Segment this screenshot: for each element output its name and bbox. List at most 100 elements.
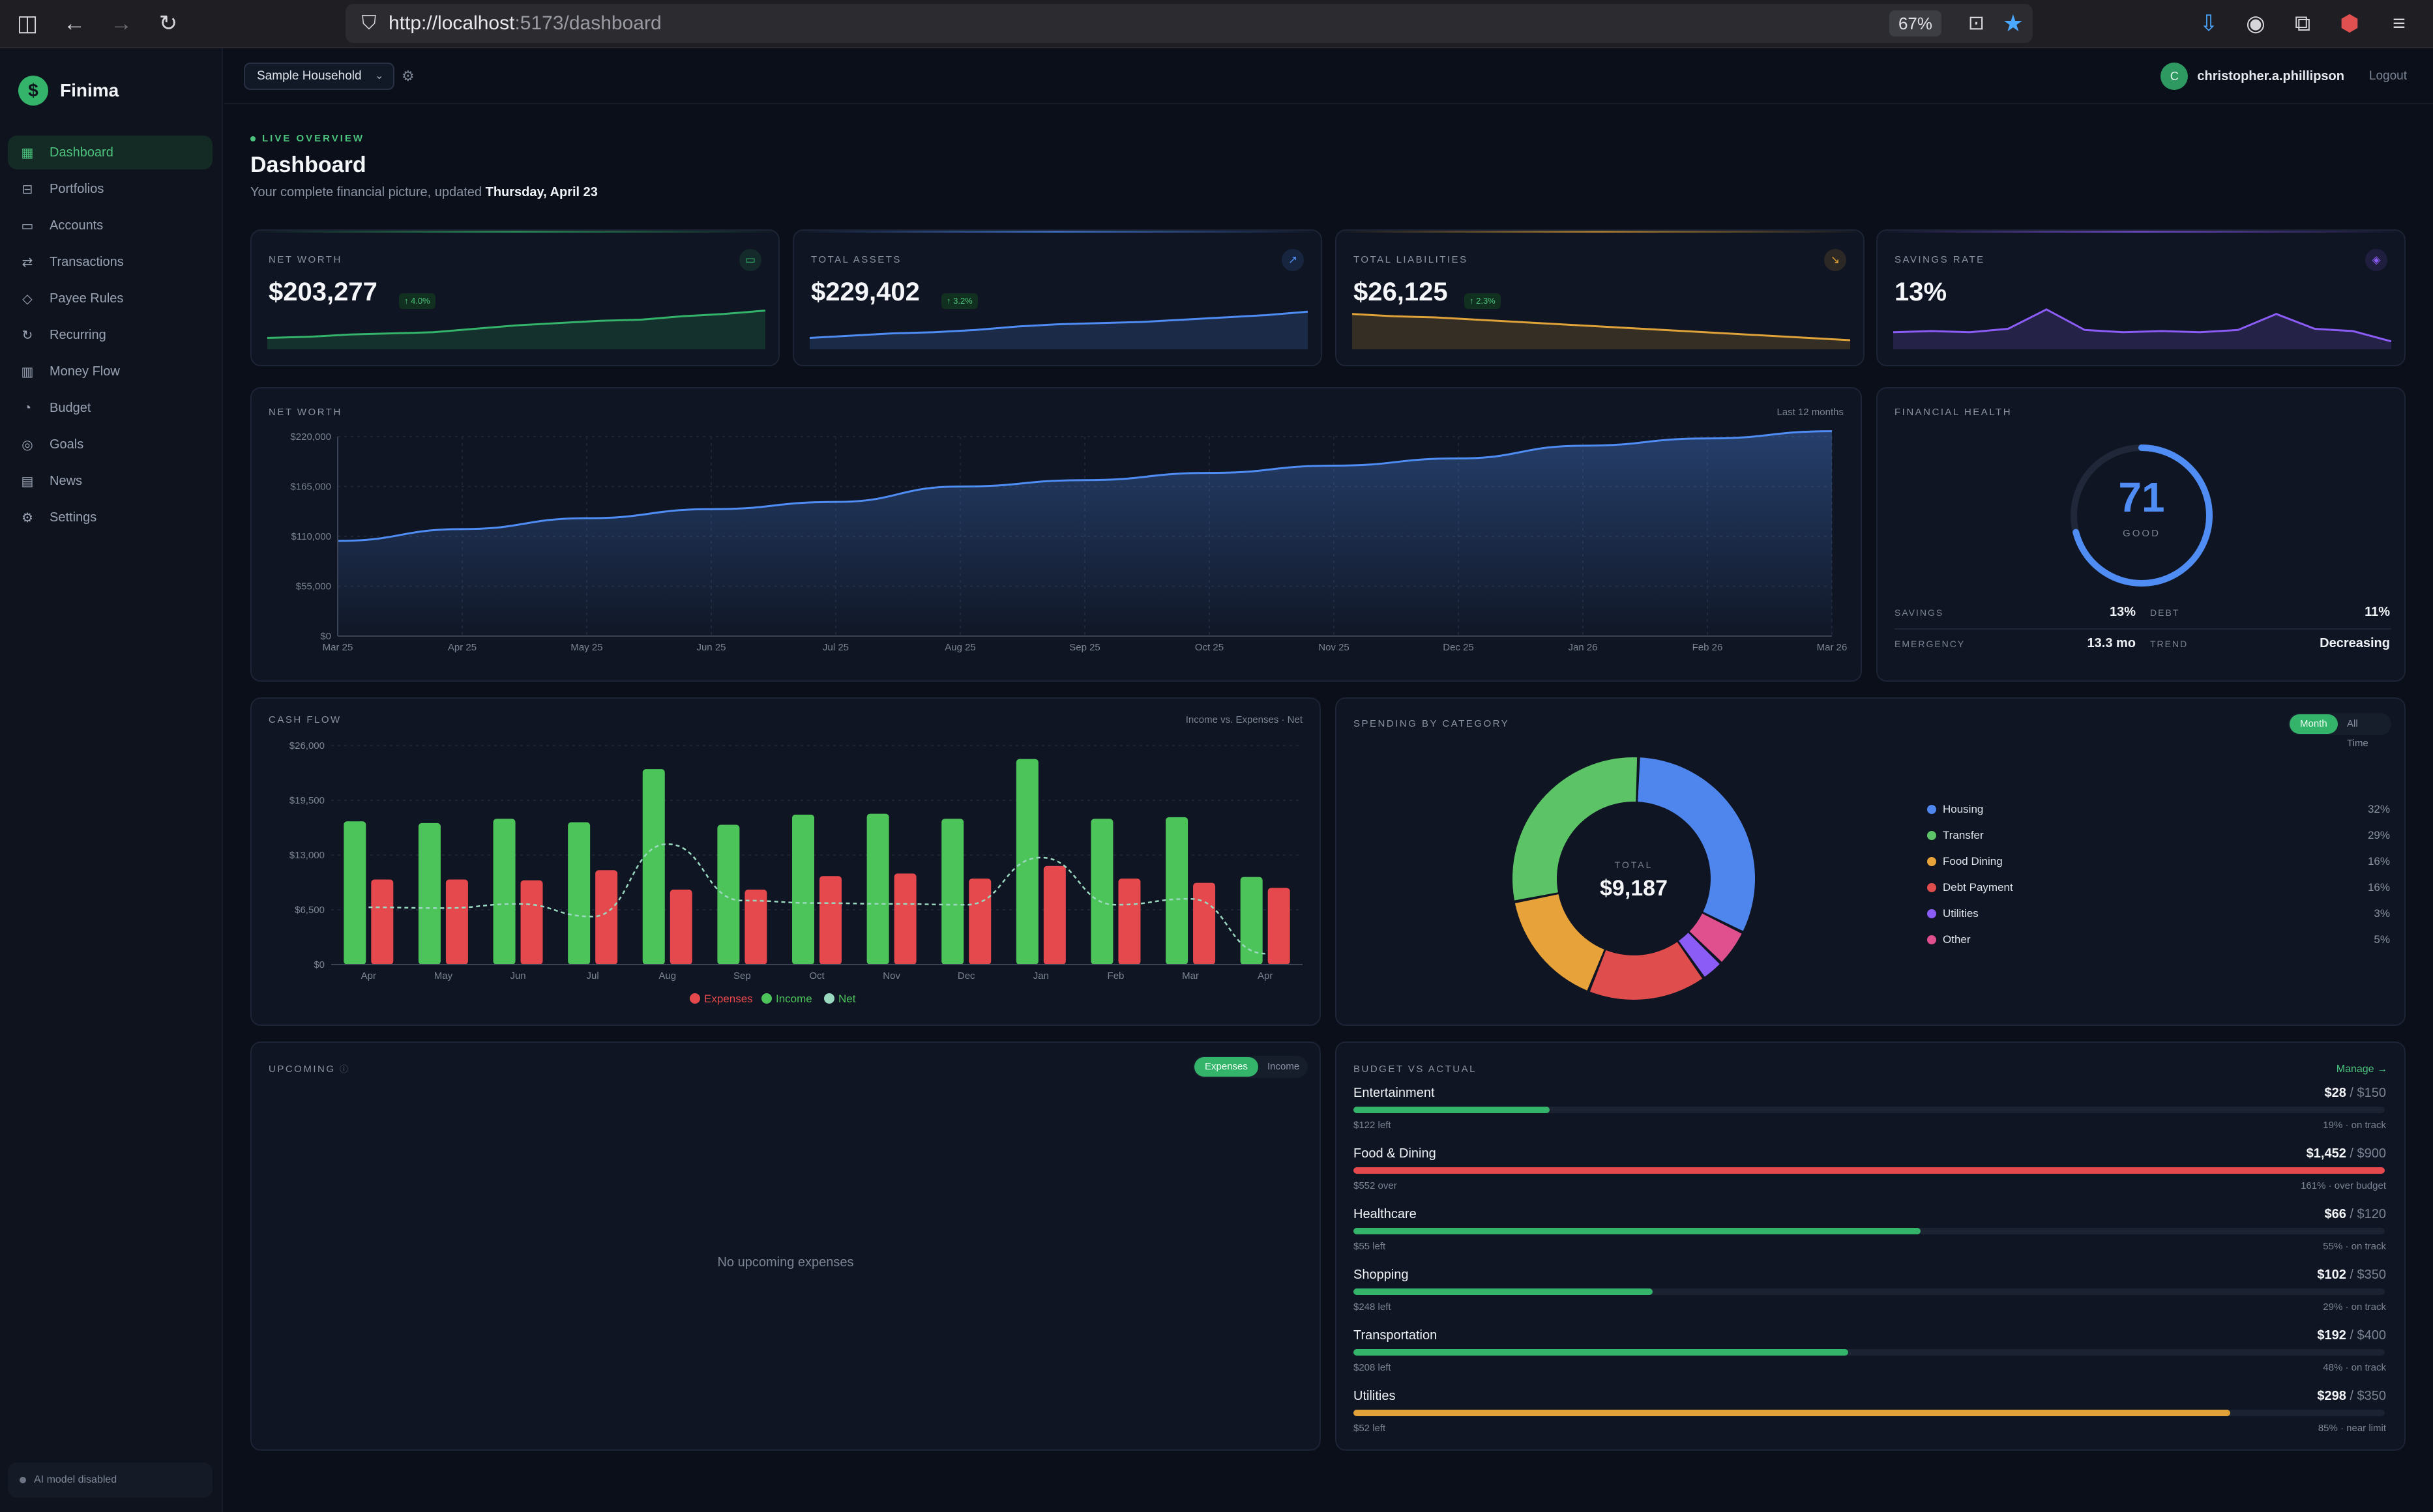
user-menu[interactable]: C christopher.a.phillipson [2160, 63, 2344, 90]
sidebar-item-recurring[interactable]: ↻ Recurring [8, 318, 213, 352]
expense-bar[interactable] [894, 873, 917, 965]
sidebar-item-goals[interactable]: ◎ Goals [8, 428, 213, 461]
brand[interactable]: $ Finima [18, 74, 119, 107]
sidebar-item-label: Goals [50, 437, 84, 452]
extensions-icon[interactable]: ⧉ [2294, 11, 2311, 36]
income-bar[interactable] [1240, 877, 1263, 965]
cash-flow-bar-chart[interactable]: $26,000 $19,500 $13,000 $6,500 $0 Apr May Jun Ju… [252, 699, 1321, 1026]
ai-status-badge[interactable]: AI model disabled [8, 1462, 213, 1498]
household-select[interactable]: Sample Household ⌄ [244, 63, 394, 90]
sidebar-item-news[interactable]: ▤ News [8, 464, 213, 498]
expense-bar[interactable] [595, 870, 618, 965]
y-tick-label: $13,000 [289, 850, 325, 861]
donut-slice-other[interactable] [1689, 913, 1742, 962]
income-bar[interactable] [1016, 759, 1039, 965]
range-note[interactable]: Last 12 months [1777, 407, 1844, 418]
expenses-toggle-button[interactable]: Expenses [1194, 1057, 1258, 1077]
zoom-indicator[interactable]: 67% [1889, 10, 1941, 36]
sidebar-item-transactions[interactable]: ⇄ Transactions [8, 245, 213, 279]
income-bar[interactable] [344, 821, 366, 965]
trend-down-icon[interactable]: ↘ [1824, 249, 1846, 271]
address-bar[interactable]: ⛉ http://localhost:5173/dashboard 67% ⊡ … [346, 4, 2033, 43]
wallet-icon[interactable]: ▭ [739, 249, 761, 271]
income-bar[interactable] [568, 822, 591, 965]
legend-item-debt-payment[interactable]: Debt Payment [1927, 881, 2013, 894]
bookmark-star-icon[interactable]: ★ [2002, 10, 2024, 36]
budget-amount: $298 / $350 [2317, 1389, 2386, 1404]
all-time-toggle-button[interactable]: All Time [2347, 718, 2368, 749]
legend-item-food-dining[interactable]: Food Dining [1927, 855, 2003, 868]
income-bar[interactable] [941, 819, 964, 965]
expense-bar[interactable] [371, 879, 394, 965]
expense-bar[interactable] [670, 889, 692, 965]
donut-slice-utilities[interactable] [1679, 933, 1720, 977]
back-icon[interactable]: ← [63, 11, 85, 36]
budget-amount: $1,452 / $900 [2307, 1146, 2386, 1161]
donut-slice-housing[interactable] [1638, 757, 1755, 931]
donut-slice-transfer[interactable] [1512, 757, 1638, 901]
menu-icon[interactable]: ≡ [2393, 11, 2406, 36]
layers-icon[interactable]: ◈ [2365, 249, 2387, 271]
shield-icon[interactable]: ⛉ [361, 12, 377, 34]
ublock-icon[interactable]: ⬢ [2340, 11, 2359, 36]
x-tick-label: Dec 25 [1443, 642, 1474, 653]
spending-range-toggle: Month All Time [2288, 713, 2391, 749]
spending-donut-chart[interactable]: TOTAL $9,187 [1336, 699, 2406, 1026]
donut-slice-food-dining[interactable] [1514, 894, 1604, 991]
legend-item-transfer[interactable]: Transfer [1927, 829, 1984, 842]
sidebar-item-label: Dashboard [50, 145, 113, 160]
legend-item-utilities[interactable]: Utilities [1927, 907, 1979, 920]
sidebar-item-money-flow[interactable]: ▥ Money Flow [8, 355, 213, 388]
legend-item-other[interactable]: Other [1927, 933, 1971, 946]
logout-button[interactable]: Logout [2368, 69, 2407, 83]
sidebar-item-settings[interactable]: ⚙ Settings [8, 501, 213, 534]
cash-flow-note: Income vs. Expenses · Net [1185, 714, 1303, 725]
income-bar[interactable] [1091, 819, 1113, 965]
manage-budget-link[interactable]: Manage → [2336, 1064, 2387, 1075]
income-bar[interactable] [1166, 817, 1188, 965]
expense-bar[interactable] [969, 879, 992, 965]
income-bar[interactable] [493, 819, 516, 965]
month-toggle-button[interactable]: Month [2290, 714, 2338, 734]
expense-bar[interactable] [520, 880, 543, 965]
expense-bar[interactable] [819, 876, 842, 965]
expense-bar[interactable] [745, 889, 767, 965]
income-bar[interactable] [792, 814, 814, 965]
budget-progress-fill [1353, 1107, 1550, 1113]
sidebar-item-dashboard[interactable]: ▦ Dashboard [8, 136, 213, 169]
budget-amount: $66 / $120 [2324, 1207, 2386, 1222]
sidebar-item-portfolios[interactable]: ⊟ Portfolios [8, 172, 213, 206]
expense-bar[interactable] [1193, 882, 1216, 965]
budget-progress-fill [1353, 1288, 1653, 1295]
sidebar-item-budget[interactable]: ◔ Budget [8, 391, 213, 425]
url-text[interactable]: http://localhost:5173/dashboard [389, 12, 662, 34]
income-bar[interactable] [418, 822, 441, 965]
expense-bar[interactable] [1267, 888, 1290, 965]
expense-bar[interactable] [1043, 865, 1066, 965]
sparkline [1352, 313, 1850, 349]
expense-bar[interactable] [445, 879, 468, 965]
household-settings-gear-icon[interactable]: ⚙ [402, 68, 415, 84]
income-toggle-button[interactable]: Income [1267, 1061, 1300, 1072]
info-icon[interactable]: ⓘ [340, 1064, 350, 1074]
income-bar[interactable] [642, 769, 665, 965]
income-bar[interactable] [866, 813, 889, 965]
reader-icon[interactable]: ⊡ [1968, 12, 1984, 34]
income-bar[interactable] [717, 824, 740, 965]
trend-up-icon[interactable]: ↗ [1282, 249, 1304, 271]
spending-by-category-card: SPENDING BY CATEGORY Month All Time TOTA… [1335, 697, 2406, 1026]
sidebar-item-accounts[interactable]: ▭ Accounts [8, 209, 213, 242]
profile-icon[interactable]: ◉ [2246, 11, 2265, 36]
legend-item-housing[interactable]: Housing [1927, 803, 1983, 816]
sidebar-toggle-icon[interactable]: ◫ [16, 11, 38, 36]
forward-icon[interactable]: → [110, 11, 132, 36]
avatar: C [2160, 63, 2189, 90]
health-score: 71 [2118, 474, 2165, 521]
sidebar-item-payee-rules[interactable]: ◇ Payee Rules [8, 282, 213, 315]
donut-slice-debt-payment[interactable] [1589, 942, 1703, 1000]
legend-dot [1927, 857, 1936, 866]
reload-icon[interactable]: ↻ [158, 11, 178, 36]
download-icon[interactable]: ⇩ [2199, 11, 2219, 36]
expense-bar[interactable] [1118, 879, 1141, 965]
